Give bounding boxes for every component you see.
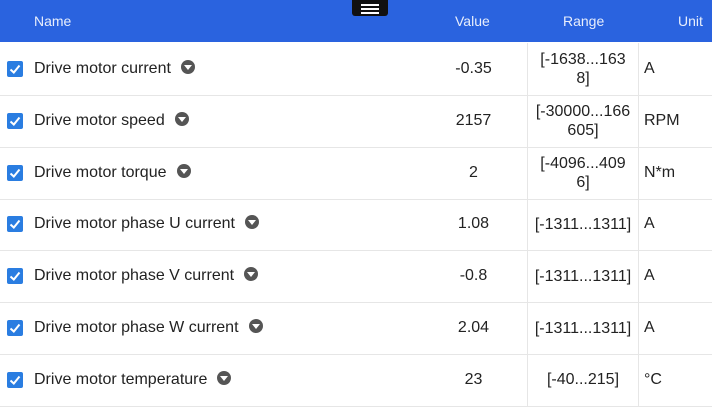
dropdown-icon[interactable] xyxy=(174,111,189,126)
dropdown-icon[interactable] xyxy=(176,163,191,178)
dropdown-icon[interactable] xyxy=(217,370,232,385)
parameter-name-text: Drive motor torque xyxy=(34,163,167,181)
parameter-range: [-1311...1311] xyxy=(527,250,639,303)
parameter-unit: A xyxy=(644,319,655,336)
table-row[interactable]: Drive motor torque 2 [-4096...4096] N*m xyxy=(0,146,712,200)
parameter-value: -0.8 xyxy=(459,267,488,285)
header-range: Range xyxy=(563,13,605,29)
parameter-name-text: Drive motor phase W current xyxy=(34,319,239,336)
parameter-range: [-1311...1311] xyxy=(527,302,639,354)
parameter-name: Drive motor phase W current xyxy=(34,319,263,337)
menu-button[interactable] xyxy=(352,0,388,16)
table-row[interactable]: Drive motor phase U current 1.08 [-1311...… xyxy=(0,198,712,252)
parameter-range: [-1311...1311] xyxy=(527,198,639,251)
parameter-range: [-40...215] xyxy=(527,353,639,406)
checkbox[interactable] xyxy=(7,320,23,336)
header-unit: Unit xyxy=(678,13,703,29)
dropdown-icon[interactable] xyxy=(244,215,259,230)
parameter-value: -0.35 xyxy=(455,60,492,77)
parameter-name: Drive motor torque xyxy=(34,163,191,182)
parameter-name: Drive motor current xyxy=(34,60,195,78)
parameter-name-text: Drive motor phase V current xyxy=(34,267,235,285)
parameter-unit: RPM xyxy=(644,111,680,129)
table-header: Name Value Range Unit xyxy=(0,0,712,42)
parameter-unit: A xyxy=(644,60,655,77)
parameter-range: [-4096...4096] xyxy=(527,146,639,199)
parameter-value: 23 xyxy=(464,370,483,388)
parameter-name-text: Drive motor speed xyxy=(34,111,165,129)
table-row[interactable]: Drive motor current -0.35 [-1638...1638] A xyxy=(0,43,712,96)
parameter-name: Drive motor phase V current xyxy=(34,267,259,285)
parameter-name-text: Drive motor temperature xyxy=(34,370,208,388)
parameter-name: Drive motor phase U current xyxy=(34,215,259,233)
checkbox[interactable] xyxy=(7,216,23,233)
parameter-unit: A xyxy=(644,267,655,285)
header-value: Value xyxy=(455,13,490,29)
parameter-name: Drive motor temperature xyxy=(34,370,232,389)
table-row[interactable]: Drive motor phase V current -0.8 [-1311...… xyxy=(0,250,712,304)
checkbox[interactable] xyxy=(7,371,23,388)
dropdown-icon[interactable] xyxy=(180,60,195,74)
parameter-unit: N*m xyxy=(644,163,676,181)
parameter-range: [-30000...166605] xyxy=(527,94,639,147)
parameter-value: 1.08 xyxy=(457,215,490,233)
parameter-range: [-1638...1638] xyxy=(527,43,639,95)
parameter-value: 2.04 xyxy=(457,319,490,336)
table-row[interactable]: Drive motor phase W current 2.04 [-1311...… xyxy=(0,302,712,355)
parameter-name-text: Drive motor current xyxy=(34,60,171,77)
checkbox[interactable] xyxy=(7,112,23,129)
checkbox[interactable] xyxy=(7,164,23,181)
parameter-name: Drive motor speed xyxy=(34,111,189,130)
checkbox[interactable] xyxy=(7,268,23,285)
parameter-name-text: Drive motor phase U current xyxy=(34,215,235,233)
parameter-unit: A xyxy=(644,215,655,233)
dropdown-icon[interactable] xyxy=(248,319,263,333)
checkbox[interactable] xyxy=(7,61,23,77)
table-row[interactable]: Drive motor temperature 23 [-40...215] °C xyxy=(0,353,712,407)
dropdown-icon[interactable] xyxy=(244,267,259,282)
table-row[interactable]: Drive motor speed 2157 [-30000...166605] RP… xyxy=(0,94,712,148)
header-name: Name xyxy=(34,13,72,29)
parameter-value: 2 xyxy=(469,163,478,181)
parameter-unit: °C xyxy=(644,370,662,388)
parameter-value: 2157 xyxy=(455,111,492,129)
